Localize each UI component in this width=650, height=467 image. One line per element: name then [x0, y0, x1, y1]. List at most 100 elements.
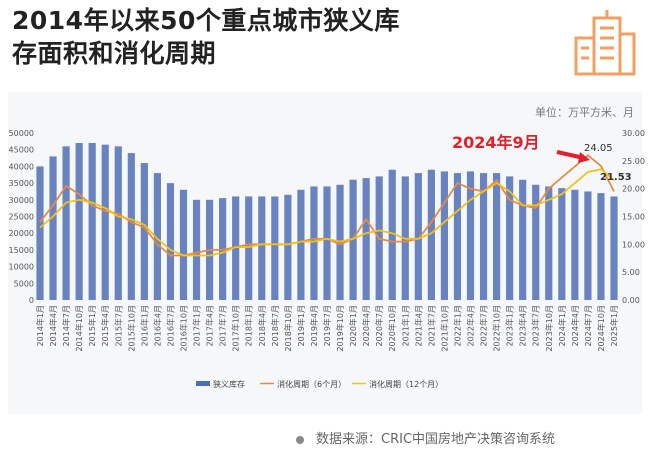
inventory-bar: [140, 163, 148, 300]
building-icon: [574, 10, 636, 76]
legend-swatch-bar: [196, 381, 210, 386]
inventory-bar: [101, 144, 109, 300]
x-axis-tick: 2016年4月: [152, 305, 162, 346]
right-axis-tick: 20.00: [622, 185, 645, 194]
inventory-bar: [284, 194, 292, 300]
x-axis-tick: 2023年10月: [544, 305, 554, 352]
x-axis-tick: 2015年1月: [87, 305, 97, 346]
inventory-bar: [245, 196, 253, 300]
x-axis-tick: 2024年10月: [596, 305, 606, 352]
x-axis-tick: 2022年10月: [492, 305, 502, 352]
x-axis-tick: 2023年1月: [505, 305, 515, 346]
inventory-bar: [479, 173, 488, 300]
x-axis-tick: 2022年4月: [466, 305, 476, 346]
inventory-bar: [232, 196, 240, 300]
inventory-bar: [584, 191, 592, 300]
title-line-1: 2014年以来50个重点城市狭义库: [12, 6, 400, 35]
inventory-bar: [271, 196, 279, 300]
x-axis-tick: 2018年4月: [257, 305, 267, 346]
left-axis-tick: 50000: [9, 129, 34, 138]
inventory-bar: [493, 173, 501, 300]
inventory-bar: [349, 179, 357, 300]
inventory-bar: [258, 196, 266, 300]
inventory-bar: [310, 186, 318, 300]
x-axis-tick: 2021年4月: [413, 305, 423, 346]
right-axis-tick: 15.00: [622, 213, 645, 222]
x-axis-tick: 2021年10月: [439, 305, 449, 352]
x-axis-tick: 2020年10月: [387, 305, 397, 352]
left-axis-tick: 45000: [9, 146, 34, 155]
inventory-bar: [519, 179, 527, 300]
x-axis-tick: 2019年4月: [309, 305, 319, 346]
inventory-bar: [440, 171, 448, 300]
x-axis-tick: 2015年7月: [113, 305, 123, 346]
inventory-bar: [179, 189, 188, 300]
x-axis-tick: 2017年10月: [231, 305, 241, 352]
title-line-2: 存面积和消化周期: [12, 39, 217, 68]
x-axis-tick: 2022年1月: [452, 305, 462, 346]
x-axis-tick: 2023年7月: [531, 305, 541, 346]
legend-label: 消化周期（6个月）: [277, 379, 346, 389]
inventory-bar: [545, 186, 553, 300]
x-axis-tick: 2018年7月: [270, 305, 280, 346]
x-axis-tick: 2022年7月: [479, 305, 489, 346]
x-axis-tick: 2021年1月: [400, 305, 410, 346]
x-axis-tick: 2019年1月: [296, 305, 306, 346]
right-axis-tick: 0.00: [622, 296, 640, 305]
x-axis-tick: 2024年4月: [570, 305, 580, 346]
left-axis-tick: 10000: [9, 263, 34, 272]
x-axis-tick: 2020年7月: [374, 305, 384, 346]
left-axis-tick: 5000: [14, 279, 34, 288]
inventory-bar: [88, 143, 96, 300]
inventory-bar: [532, 184, 540, 300]
x-axis-tick: 2024年7月: [583, 305, 593, 346]
x-axis-tick: 2015年10月: [126, 305, 136, 352]
x-axis-tick: 2020年4月: [361, 305, 371, 346]
inventory-bar: [166, 183, 175, 300]
inventory-bar: [466, 171, 475, 300]
right-axis-tick: 5.00: [622, 268, 640, 277]
line-12-month: [39, 168, 615, 257]
inventory-bar: [114, 146, 122, 300]
x-axis-tick: 2023年4月: [518, 305, 528, 346]
unit-label: 单位：万平方米、月: [535, 106, 634, 119]
x-axis-tick: 2018年10月: [283, 305, 293, 352]
page-title: 2014年以来50个重点城市狭义库 存面积和消化周期: [12, 4, 400, 70]
source-text: 数据来源：CRIC中国房地产决策咨询系统: [316, 432, 556, 447]
x-axis-tick: 2018年1月: [244, 305, 254, 346]
inventory-bar: [453, 173, 462, 300]
inventory-bar: [323, 186, 331, 300]
bullet-dot: [296, 435, 304, 444]
inventory-bar: [597, 193, 605, 300]
value-label-24-05: 24.05: [584, 143, 613, 154]
inventory-bar: [297, 189, 305, 300]
left-axis-tick: 25000: [9, 213, 34, 222]
left-axis-tick: 40000: [9, 162, 34, 171]
left-axis-tick: 20000: [9, 229, 34, 238]
x-axis-tick: 2020年1月: [348, 305, 358, 346]
x-axis-tick: 2015年4月: [100, 305, 110, 346]
callout-arrow-head: [578, 152, 590, 163]
x-axis-tick: 2024年1月: [557, 305, 567, 346]
x-axis-tick: 2014年1月: [35, 305, 45, 346]
x-axis-tick: 2016年1月: [139, 305, 149, 346]
legend-label: 消化周期（12个月）: [369, 379, 443, 389]
inventory-bar: [62, 146, 70, 300]
inventory-bar: [49, 156, 57, 300]
legend-label: 狭义库存: [213, 379, 245, 389]
x-axis-tick: 2017年4月: [205, 305, 215, 346]
left-axis-tick: 15000: [9, 246, 34, 255]
inventory-bar: [414, 173, 422, 300]
x-axis-tick: 2016年10月: [179, 305, 189, 352]
x-axis-tick: 2019年10月: [335, 305, 345, 352]
callout-label: 2024年9月: [452, 133, 540, 152]
x-axis-tick: 2017年1月: [192, 305, 202, 346]
right-axis-tick: 25.00: [622, 157, 645, 166]
source-note: 数据来源：CRIC中国房地产决策咨询系统: [296, 428, 555, 447]
inventory-bar: [427, 169, 435, 300]
inventory-bar: [153, 173, 161, 300]
x-axis-tick: 2016年7月: [165, 305, 175, 346]
x-axis-tick: 2014年4月: [48, 305, 58, 346]
inventory-bar: [506, 176, 514, 300]
